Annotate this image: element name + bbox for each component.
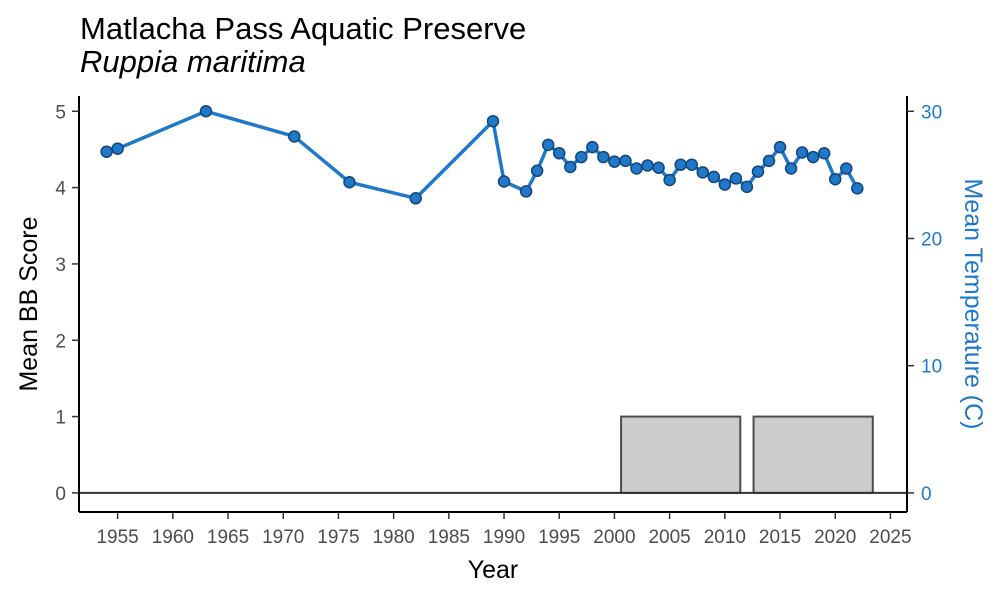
- bb-score-point: [552, 146, 566, 160]
- bb-score-point: [343, 176, 356, 189]
- temperature-bar: [752, 415, 874, 494]
- bb-score-point: [851, 182, 864, 195]
- x-tick-label: 1970: [262, 527, 304, 548]
- bb-score-series: [100, 105, 864, 205]
- bb-score-point: [608, 155, 621, 168]
- x-axis-title: Year: [468, 556, 519, 584]
- bb-score-point: [652, 161, 665, 175]
- bb-score-point: [199, 105, 213, 118]
- bb-score-point: [564, 160, 577, 174]
- y-tick-label: 4: [55, 179, 66, 200]
- x-tick-label: 1960: [152, 527, 194, 548]
- bb-score-point: [806, 150, 820, 164]
- bb-score-point: [575, 150, 588, 164]
- axes: [78, 96, 908, 513]
- chart-title: Matlacha Pass Aquatic Preserve: [80, 11, 527, 46]
- bb-score-point: [541, 138, 555, 152]
- bb-score-point: [740, 180, 754, 194]
- bb-score-point: [696, 166, 710, 179]
- y-tick-label: 2: [55, 331, 66, 352]
- x-tick-label: 1985: [428, 527, 470, 548]
- bb-score-point: [530, 164, 544, 178]
- x-tick-label: 1955: [96, 527, 138, 548]
- y2-tick-label: 30: [921, 102, 942, 123]
- temperature-bar: [620, 415, 742, 494]
- ticks: 1955 1960 1965 1970 1975 1980 1985 1990 1995 2000…: [55, 102, 942, 548]
- bb-score-point: [707, 170, 721, 184]
- x-tick-label: 1980: [372, 527, 414, 548]
- temperature-bars: [620, 415, 874, 494]
- bb-score-point: [663, 173, 676, 187]
- bb-score-point: [828, 172, 842, 186]
- y-tick-label: 0: [55, 484, 66, 505]
- bb-score-point: [619, 154, 632, 168]
- bb-score-point: [641, 159, 654, 172]
- bb-score-point: [840, 162, 853, 175]
- y2-tick-label: 20: [921, 229, 942, 250]
- bb-score-point: [784, 162, 798, 175]
- x-tick-label: 2010: [704, 527, 746, 548]
- bb-score-point: [718, 178, 732, 191]
- x-tick-label: 2025: [869, 527, 911, 548]
- bb-score-point: [519, 185, 533, 198]
- y2-axis-title: Mean Temperature (C): [959, 178, 987, 429]
- x-tick-label: 2000: [593, 527, 635, 548]
- x-tick-label: 1975: [317, 527, 359, 548]
- y-tick-label: 3: [55, 255, 66, 276]
- bb-score-point: [409, 192, 422, 205]
- bb-score-point: [111, 142, 124, 155]
- y-axis-title: Mean BB Score: [15, 216, 43, 391]
- bb-score-point: [751, 165, 765, 178]
- y-tick-label: 5: [55, 102, 66, 123]
- y2-tick-label: 0: [921, 484, 932, 505]
- bb-score-point: [630, 162, 643, 175]
- x-tick-label: 2015: [759, 527, 801, 548]
- y2-tick-label: 10: [921, 357, 942, 378]
- bb-score-point: [685, 158, 698, 171]
- x-tick-label: 2020: [814, 527, 856, 548]
- bb-score-point: [100, 145, 113, 158]
- chart-subtitle: Ruppia maritima: [80, 44, 306, 79]
- bb-score-point: [817, 146, 831, 160]
- bb-score-point: [762, 154, 776, 168]
- x-tick-label: 1965: [207, 527, 249, 548]
- x-tick-label: 1990: [483, 527, 525, 548]
- y-tick-label: 1: [55, 408, 66, 429]
- bb-score-point: [773, 140, 787, 154]
- bb-score-point: [497, 175, 511, 188]
- bb-score-point: [674, 158, 687, 171]
- bb-score-point: [795, 146, 809, 159]
- x-tick-label: 1995: [538, 527, 580, 548]
- bb-score-point: [288, 130, 301, 143]
- bb-score-point: [729, 172, 743, 185]
- bb-score-point: [597, 150, 610, 164]
- x-tick-label: 2005: [648, 527, 690, 548]
- bb-score-point: [586, 140, 599, 154]
- bb-score-point: [486, 114, 500, 128]
